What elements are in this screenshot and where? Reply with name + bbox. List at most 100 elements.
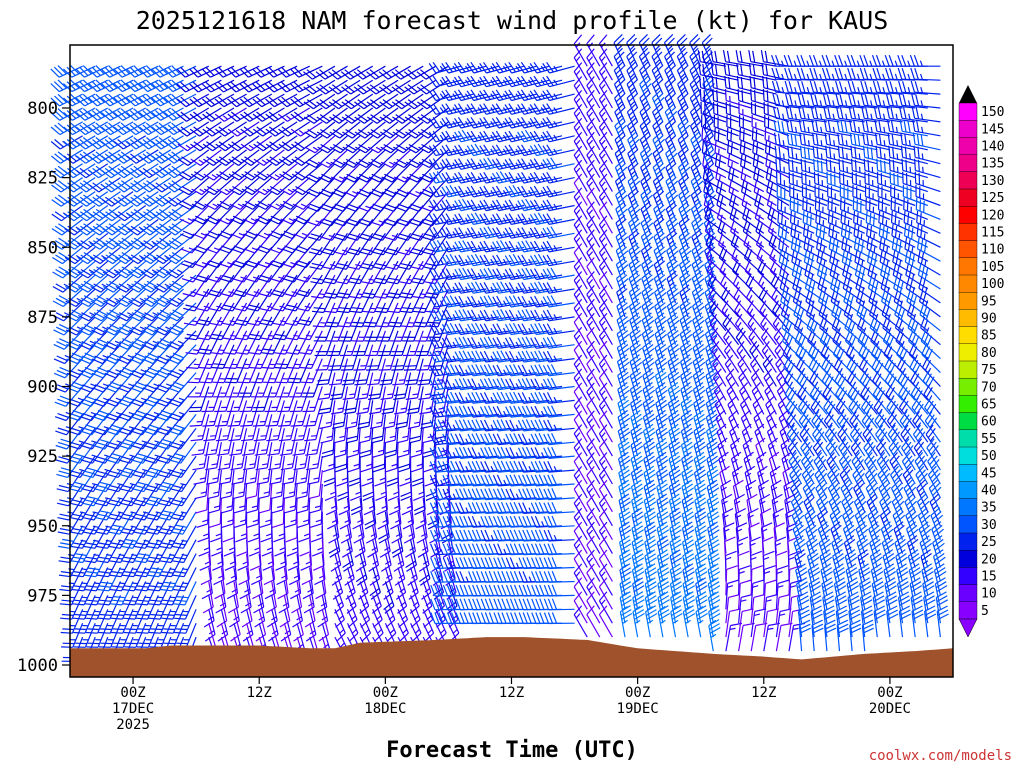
wind-barb [110, 581, 134, 606]
wind-barb [140, 260, 172, 279]
wind-barb [140, 246, 172, 265]
wind-barb [134, 539, 159, 564]
wind-barb [78, 316, 109, 336]
colorbar-label: 80 [981, 346, 997, 361]
wind-barb [111, 609, 134, 634]
wind-barb [89, 232, 121, 250]
wind-barb [72, 581, 96, 606]
colorbar-label: 15 [981, 570, 997, 585]
colorbar-cell [958, 601, 978, 620]
wind-barb [169, 427, 197, 450]
credit-text: coolwx.com/models [869, 748, 1012, 764]
wind-barb [76, 177, 109, 193]
x-tick-label: 20DEC [869, 701, 911, 717]
wind-barb [103, 288, 134, 308]
x-tick-label: 00Z [120, 685, 145, 701]
colorbar-cell [958, 188, 978, 207]
y-tick-label: 900 [27, 378, 58, 398]
wind-barb [78, 344, 109, 365]
wind-barb [161, 609, 185, 634]
wind-barb [170, 483, 197, 507]
wind-barb [61, 622, 84, 648]
wind-barb [107, 497, 134, 521]
wind-barb [90, 302, 121, 322]
wind-barb [128, 302, 159, 322]
wind-barb [63, 191, 96, 207]
wind-barb [98, 622, 122, 648]
colorbar-label: 60 [981, 415, 997, 430]
wind-barb [103, 316, 134, 336]
colorbar-label: 20 [981, 552, 997, 567]
wind-barb [73, 609, 96, 634]
wind-barb [153, 302, 184, 322]
wind-barb [127, 218, 159, 236]
wind-barb [128, 316, 159, 336]
wind-barb [135, 567, 159, 592]
colorbar-label: 115 [981, 226, 1004, 241]
wind-barb [172, 553, 197, 578]
colorbar-label: 45 [981, 466, 997, 481]
wind-barb [159, 539, 185, 564]
wind-barb [51, 163, 83, 179]
wind-barb [121, 539, 147, 564]
wind-barb [141, 288, 172, 308]
wind-barb [78, 302, 109, 322]
wind-barb [102, 260, 134, 279]
colorbar-label: 140 [981, 140, 1004, 155]
x-tick-label: 19DEC [617, 701, 659, 717]
wind-barb [51, 232, 83, 250]
colorbar-cell [958, 171, 978, 190]
wind-barb [190, 414, 210, 442]
wind-barb [161, 595, 185, 620]
colorbar-label: 135 [981, 157, 1004, 172]
wind-barb [111, 622, 134, 648]
colorbar-label: 35 [981, 501, 997, 516]
wind-barb [173, 581, 197, 606]
wind-barb [153, 260, 184, 279]
x-tick-label: 00Z [625, 685, 650, 701]
wind-barb [116, 316, 147, 336]
colorbar-label: 55 [981, 432, 997, 447]
wind-barb [195, 483, 210, 514]
wind-barb [166, 302, 197, 322]
wind-barb [172, 567, 197, 592]
wind-barb [71, 553, 96, 578]
colorbar-label: 110 [981, 243, 1004, 258]
colorbar-cell [958, 326, 978, 345]
wind-barb [142, 344, 172, 365]
wind-barb [160, 567, 185, 592]
colorbar-cell [958, 481, 978, 500]
wind-barb [85, 595, 109, 620]
wind-barb [115, 288, 147, 308]
colorbar-cell [958, 446, 978, 465]
y-tick-label: 875 [27, 308, 58, 328]
wind-barb [180, 218, 210, 240]
wind-barb [148, 595, 172, 620]
wind-barb [52, 260, 83, 279]
wind-barb [72, 595, 96, 620]
wind-barb [172, 539, 197, 564]
wind-barb [164, 121, 197, 136]
wind-barb [170, 469, 197, 493]
colorbar-label: 65 [981, 398, 997, 413]
y-tick-label: 950 [27, 517, 58, 537]
wind-barb [157, 483, 185, 507]
wind-barb [153, 288, 184, 308]
colorbar-top-arrow [959, 85, 977, 103]
colorbar-label: 100 [981, 277, 1004, 292]
wind-barb [169, 441, 197, 464]
wind-barb [90, 288, 121, 308]
colorbar-cell [958, 532, 978, 551]
colorbar-label: 5 [981, 604, 989, 619]
wind-barb [75, 107, 109, 121]
wind-barb [77, 232, 109, 250]
wind-barb [154, 358, 184, 379]
wind-barb [84, 553, 109, 578]
colorbar-label: 95 [981, 294, 997, 309]
wind-barb [88, 163, 121, 179]
wind-barb [71, 567, 96, 592]
wind-barb [51, 205, 83, 222]
wind-barbs [50, 33, 949, 670]
wind-barb [168, 386, 197, 407]
